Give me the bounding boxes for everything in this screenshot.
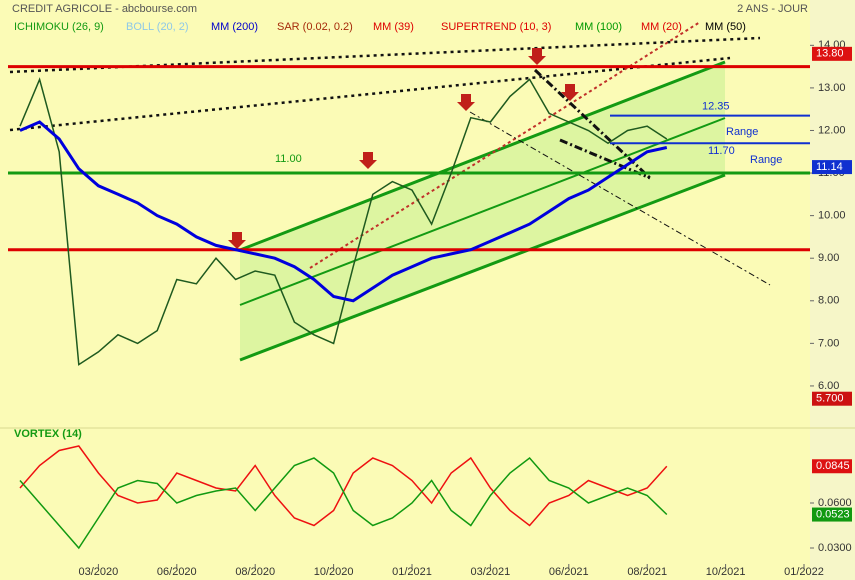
channel-line	[239, 60, 726, 252]
series-line	[19, 120, 668, 303]
arrow	[561, 84, 579, 101]
legend-entry: ICHIMOKU (26, 9)	[14, 21, 104, 33]
axis-area	[810, 0, 855, 580]
annotation: Range	[750, 154, 782, 166]
y-tick-label: 12.00	[818, 124, 846, 136]
level-label: 12.35	[702, 100, 730, 112]
legend-entry: MM (39)	[373, 21, 414, 33]
panel-title: VORTEX (14)	[14, 428, 82, 440]
legend-entry: BOLL (20, 2)	[126, 21, 189, 33]
x-tick-label: 10/2020	[314, 566, 354, 578]
legend-entry: MM (50)	[705, 21, 746, 33]
series-line	[19, 456, 668, 550]
trend-line	[9, 56, 731, 132]
badge-label: 5.700	[816, 393, 844, 405]
x-tick-label: 08/2021	[627, 566, 667, 578]
badge-label: 11.14	[816, 161, 843, 173]
value-badge	[812, 46, 852, 61]
arrow	[359, 152, 377, 169]
trend-line	[533, 68, 652, 180]
arrow	[228, 232, 246, 249]
legend-entry: MM (100)	[575, 21, 622, 33]
badge-label: 0.0845	[816, 460, 850, 472]
level-label: 11.70	[708, 145, 735, 157]
y-tick-label: 10.00	[818, 210, 846, 222]
level-label: 11.00	[275, 153, 302, 165]
chart-title: CREDIT AGRICOLE - abcbourse.com	[12, 3, 197, 15]
channel-line	[239, 117, 726, 306]
legend-entry: SUPERTREND (10, 3)	[441, 21, 551, 33]
x-tick-label: 10/2021	[706, 566, 746, 578]
x-tick-label: 03/2021	[471, 566, 511, 578]
x-tick-label: 01/2022	[784, 566, 824, 578]
value-badge	[812, 459, 852, 474]
y-tick-label: 6.00	[818, 380, 839, 392]
trend-line	[469, 111, 771, 286]
badge-label: 13.80	[816, 48, 844, 60]
y-tick-label: 13.00	[818, 82, 846, 94]
legend-entry: MM (20)	[641, 21, 682, 33]
x-tick-label: 06/2020	[157, 566, 197, 578]
value-badge	[812, 391, 852, 406]
legend-entry: MM (200)	[211, 21, 258, 33]
arrow	[528, 48, 546, 65]
series-line	[19, 77, 668, 366]
legend-entry: SAR (0.02, 0.2)	[277, 21, 353, 33]
arrow	[457, 94, 475, 111]
chart-subtitle: 2 ANS - JOUR	[737, 3, 808, 15]
trend-line	[309, 21, 701, 269]
x-tick-label: 06/2021	[549, 566, 589, 578]
y-tick-label: 7.00	[818, 337, 839, 349]
y-tick-label: 0.0300	[818, 542, 852, 554]
trend-line	[9, 36, 761, 74]
annotation: Range	[726, 126, 758, 138]
badge-label: 0.0523	[816, 508, 850, 520]
x-tick-label: 01/2021	[392, 566, 432, 578]
channel-line	[239, 173, 726, 362]
y-tick-label: 0.0600	[818, 497, 852, 509]
x-tick-label: 03/2020	[79, 566, 119, 578]
y-tick-label: 8.00	[818, 295, 839, 307]
value-badge	[812, 507, 852, 522]
arrows	[228, 48, 579, 249]
x-tick-label: 08/2020	[235, 566, 275, 578]
y-tick-label: 9.00	[818, 252, 839, 264]
value-badge	[812, 160, 852, 175]
